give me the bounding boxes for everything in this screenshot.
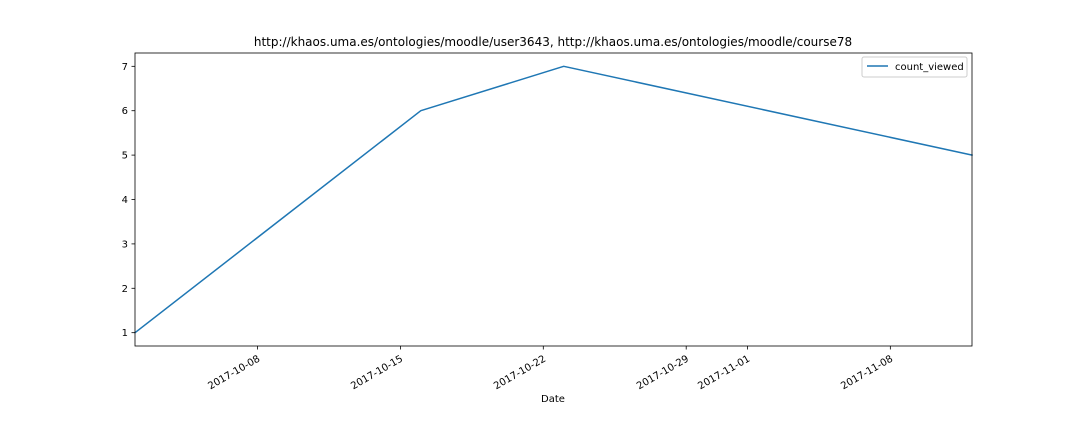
- y-tick-label: 6: [122, 106, 128, 117]
- x-axis-label: Date: [541, 394, 565, 405]
- chart-title: http://khaos.uma.es/ontologies/moodle/us…: [254, 35, 852, 49]
- y-tick-label: 5: [122, 151, 128, 162]
- y-tick-label: 7: [122, 62, 128, 73]
- series-line-count-viewed: [133, 65, 973, 334]
- y-axis: 1 2 3 4 5 6 7: [122, 62, 135, 339]
- legend-box: [861, 56, 968, 78]
- y-tick-label: 2: [122, 284, 128, 295]
- y-tick-label: 1: [122, 328, 128, 339]
- legend: count_viewed: [861, 56, 968, 78]
- y-tick-label: 3: [122, 239, 128, 250]
- y-tick-label: 4: [122, 195, 128, 206]
- legend-label-count-viewed: count_viewed: [895, 62, 964, 73]
